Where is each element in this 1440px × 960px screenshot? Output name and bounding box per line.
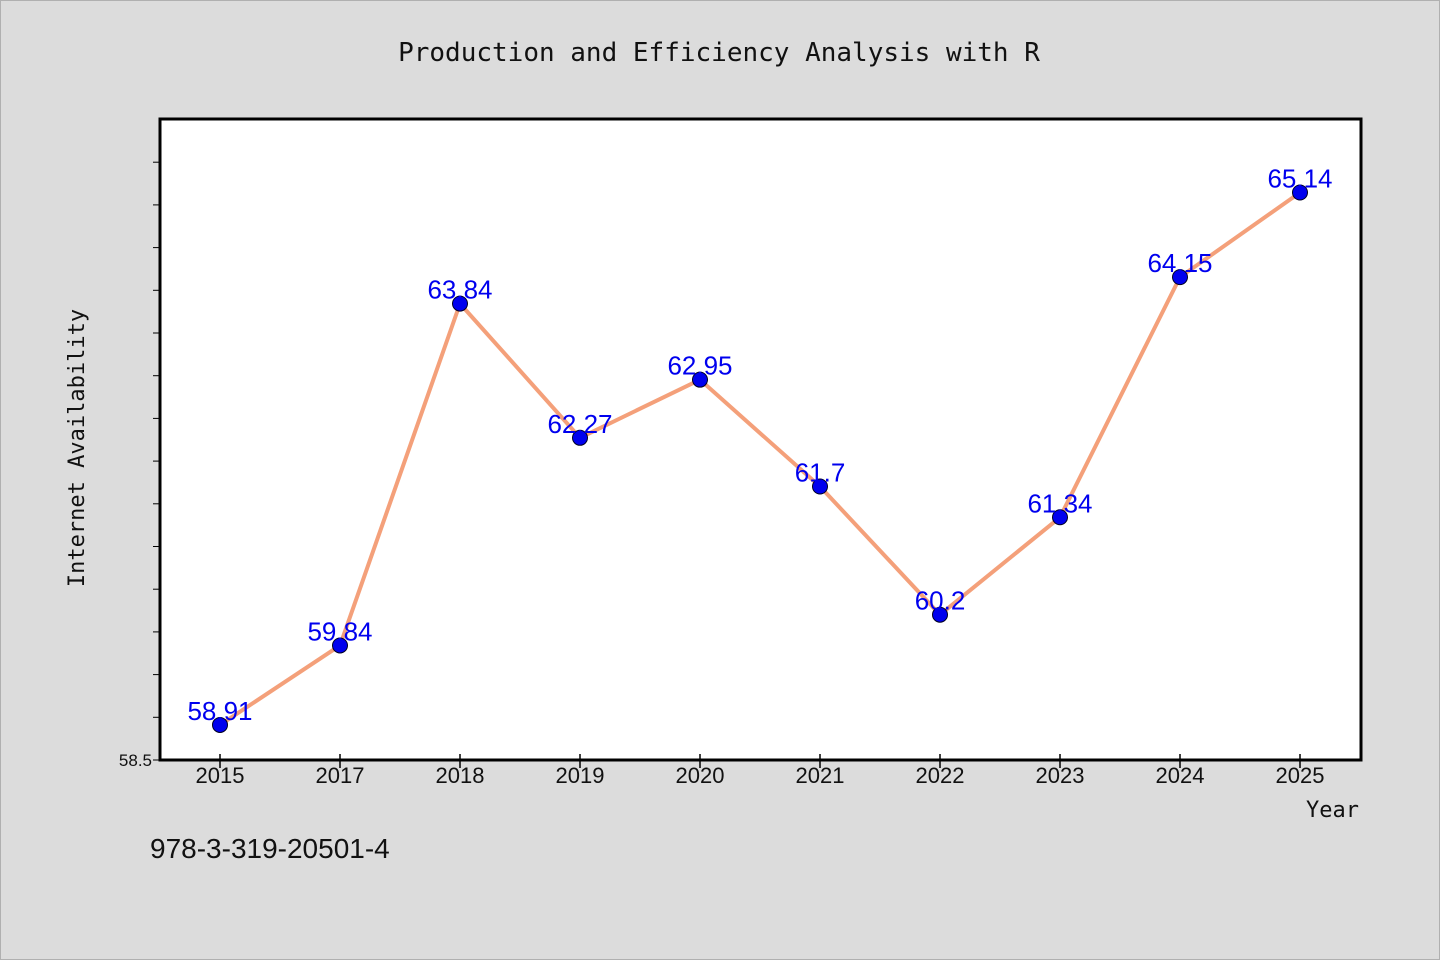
y-tick-label: 58.5: [119, 751, 152, 770]
data-labels: 58.91 59.84 63.84 62.27 62.95 61.7 60.2 61.34 64…: [187, 164, 1332, 726]
x-axis-ticks: [219, 754, 1301, 768]
data-label: 60.2: [915, 586, 966, 616]
data-point: [812, 478, 828, 495]
data-label: 62.95: [667, 351, 732, 381]
y-axis-tick-labels: 58.5: [119, 751, 152, 770]
x-tick-label: 2025: [1276, 763, 1325, 788]
data-point: [452, 295, 468, 312]
data-label: 64.15: [1147, 248, 1212, 278]
x-tick-label: 2020: [676, 763, 725, 788]
data-label: 62.27: [547, 409, 612, 439]
chart-title: Production and Efficiency Analysis with …: [398, 38, 1040, 68]
data-point: [1172, 269, 1188, 286]
x-tick-label: 2017: [316, 763, 365, 788]
x-tick-label: 2022: [916, 763, 965, 788]
x-tick-label: 2018: [436, 763, 485, 788]
y-axis-label: Internet Availability: [65, 309, 90, 587]
x-axis-tick-labels: 2015 2017 2018 2019 2020 2021 2022 2023 2024 2025: [196, 763, 1325, 788]
data-point: [1292, 184, 1308, 201]
data-point: [932, 606, 948, 623]
data-label: 61.7: [795, 458, 846, 488]
data-label: 65.14: [1267, 164, 1332, 194]
y-axis-ticks: [153, 161, 160, 761]
data-label: 58.91: [187, 696, 252, 726]
data-label: 63.84: [427, 275, 492, 305]
isbn-code: 978-3-319-20501-4: [150, 833, 390, 864]
data-markers: [212, 184, 1308, 733]
x-tick-label: 2015: [196, 763, 245, 788]
data-point: [692, 371, 708, 388]
plot-area: [158, 117, 1363, 762]
data-label: 61.34: [1027, 488, 1092, 518]
x-tick-label: 2024: [1156, 763, 1205, 788]
x-tick-label: 2023: [1036, 763, 1085, 788]
data-point: [332, 637, 348, 654]
data-point: [572, 429, 588, 446]
x-axis-label: Year: [1306, 798, 1359, 823]
series-line: [218, 190, 1302, 727]
data-point: [1052, 509, 1068, 526]
data-point: [212, 716, 228, 733]
x-tick-label: 2019: [556, 763, 605, 788]
data-label: 59.84: [307, 616, 372, 646]
x-tick-label: 2021: [796, 763, 845, 788]
